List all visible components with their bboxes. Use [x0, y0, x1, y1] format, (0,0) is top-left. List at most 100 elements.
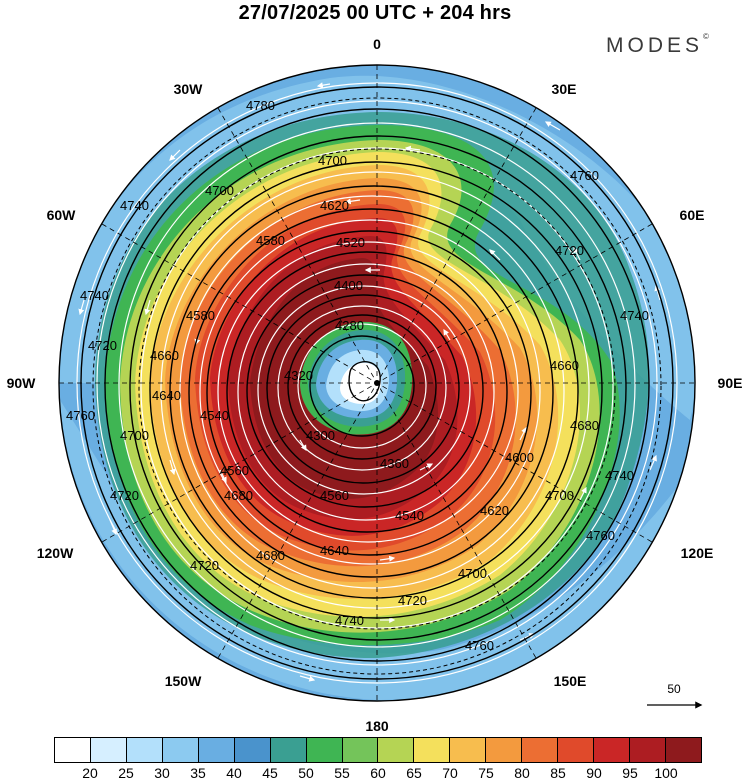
colorbar-cell	[450, 738, 487, 762]
lon-label-60w: 60W	[46, 207, 76, 223]
contour-label: 4520	[336, 235, 365, 250]
copyright-mark: ©	[703, 32, 709, 41]
contour-label-group: 4780 4760 4760 4760 4760 4740 4740 4740 …	[66, 98, 649, 653]
contour-label: 4700	[458, 566, 487, 581]
colorbar-tick-label: 95	[622, 765, 638, 781]
modes-logo: MODES©	[606, 32, 709, 58]
contour-label: 4740	[335, 613, 364, 628]
contour-label: 4300	[306, 428, 335, 443]
contour-label: 4560	[320, 488, 349, 503]
contour-label: 4620	[320, 198, 349, 213]
contour-label: 4660	[550, 358, 579, 373]
dashed-contours	[92, 97, 662, 675]
colorbar-tick-label: 45	[262, 765, 278, 781]
contour-label: 4740	[605, 468, 634, 483]
contour-label: 4760	[465, 638, 494, 653]
colorbar-cell	[378, 738, 415, 762]
contour-label: 4740	[620, 308, 649, 323]
colorbar-cell	[270, 738, 307, 762]
colorbar-cell	[126, 738, 163, 762]
contour-label: 4680	[570, 418, 599, 433]
lon-label-120e: 120E	[680, 545, 714, 561]
wind-arrows	[78, 82, 661, 682]
contour-label: 4760	[570, 168, 599, 183]
north-pole-marker	[374, 380, 380, 386]
contour-label: 4660	[150, 348, 179, 363]
contour-label: 4400	[334, 278, 363, 293]
contour-label: 4760	[66, 408, 95, 423]
colorbar-tick-label: 20	[82, 765, 98, 781]
contour-label: 4640	[320, 543, 349, 558]
contour-label: 4720	[555, 243, 584, 258]
colorbar-cell	[558, 738, 595, 762]
colorbar-tick-label: 65	[406, 765, 422, 781]
contour-label: 4700	[545, 488, 574, 503]
colorbar-tick-label: 25	[118, 765, 134, 781]
map-boundary	[58, 64, 696, 702]
colorbar-cell	[594, 738, 630, 762]
contour-label: 4540	[200, 408, 229, 423]
colorbar	[54, 737, 702, 763]
contour-label: 4620	[480, 503, 509, 518]
colorbar-tick-label: 40	[226, 765, 242, 781]
contour-label: 4720	[398, 593, 427, 608]
colorbar-cell	[306, 738, 343, 762]
lon-label-0: 0	[373, 36, 381, 52]
colorbar-tick-label: 30	[154, 765, 170, 781]
contour-label: 4360	[380, 456, 409, 471]
colorbar-cell	[665, 738, 701, 762]
lon-label-30e: 30E	[551, 81, 577, 97]
lon-label-180: 180	[365, 718, 389, 734]
colorbar-cell	[90, 738, 127, 762]
contour-label: 4580	[186, 308, 215, 323]
colorbar-cell	[486, 738, 523, 762]
colorbar-tick-label: 100	[654, 765, 678, 781]
contour-label: 4700	[318, 153, 347, 168]
colorbar-cell	[234, 738, 271, 762]
lon-label-150w: 150W	[164, 673, 202, 689]
lon-label-60e: 60E	[679, 207, 705, 223]
colorbar-tick-label: 50	[298, 765, 314, 781]
contour-label: 4600	[505, 450, 534, 465]
lon-label-120w: 120W	[36, 545, 74, 561]
contour-label: 4540	[395, 508, 424, 523]
colorbar-tick-label: 35	[190, 765, 206, 781]
contour-label: 4680	[224, 488, 253, 503]
contour-label: 4760	[586, 528, 615, 543]
contour-label: 4720	[110, 488, 139, 503]
lon-label-90e: 90E	[717, 375, 743, 391]
brand-name: MODES	[606, 34, 704, 57]
contour-label: 4740	[80, 288, 109, 303]
colorbar-ticks: 20 25 30 35 40 45 50 55 60 65 70 75 80 85 90 95 100	[54, 765, 702, 783]
colorbar-tick-label: 75	[478, 765, 494, 781]
contour-label: 4700	[205, 183, 234, 198]
colorbar-tick-label: 85	[550, 765, 566, 781]
colorbar-cell	[342, 738, 379, 762]
contour-label: 4560	[220, 463, 249, 478]
colorbar-tick-label: 60	[370, 765, 386, 781]
contour-label: 4680	[256, 548, 285, 563]
colorbar-cell	[162, 738, 199, 762]
colorbar-tick-label: 90	[586, 765, 602, 781]
colorbar-cell	[414, 738, 451, 762]
colorbar-tick-label: 80	[514, 765, 530, 781]
contour-label: 4780	[246, 98, 275, 113]
contour-label: 4700	[120, 428, 149, 443]
contour-label: 4320	[284, 368, 313, 383]
lon-label-150e: 150E	[553, 673, 587, 689]
contour-label: 4720	[88, 338, 117, 353]
map-title: 27/07/2025 00 UTC + 204 hrs	[238, 2, 512, 24]
colorbar-cell	[198, 738, 235, 762]
contour-label: 4580	[256, 233, 285, 248]
colorbar-cell	[55, 738, 91, 762]
contour-label: 4720	[190, 558, 219, 573]
colorbar-cell	[522, 738, 559, 762]
contour-label: 4280	[335, 318, 364, 333]
colorbar-tick-label: 70	[442, 765, 458, 781]
lon-label-30w: 30W	[173, 81, 203, 97]
contour-label: 4640	[152, 388, 181, 403]
lon-label-90w: 90W	[6, 375, 36, 391]
contour-label: 4740	[120, 198, 149, 213]
colorbar-tick-label: 55	[334, 765, 350, 781]
